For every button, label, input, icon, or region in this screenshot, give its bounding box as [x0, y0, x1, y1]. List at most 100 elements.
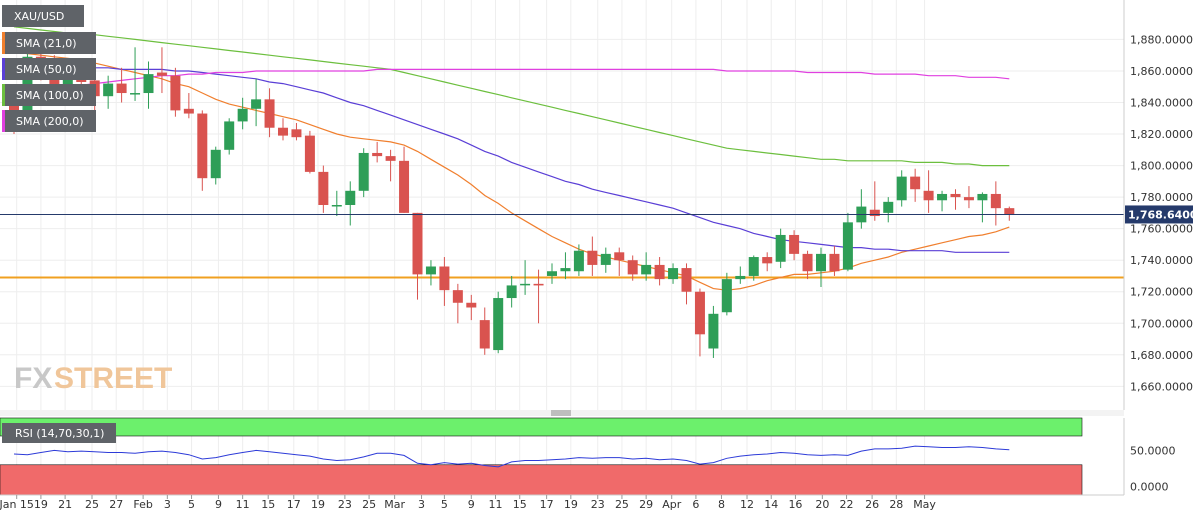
candle-body: [547, 271, 557, 276]
candle-body: [479, 320, 490, 349]
legend-item-label: SMA (200,0): [16, 115, 84, 128]
candle: [385, 149, 396, 182]
candle: [775, 228, 786, 269]
candle-body: [802, 253, 813, 272]
price-tick-label: 1,740.0000: [1130, 254, 1193, 267]
candle: [372, 141, 383, 163]
candle-body: [735, 275, 746, 280]
last-price-label: 1,768.6400: [1128, 208, 1194, 221]
candle: [748, 255, 759, 281]
legend-item-label: SMA (100,0): [16, 89, 84, 102]
candle: [425, 260, 436, 286]
candle: [694, 288, 705, 357]
candle: [358, 148, 369, 198]
time-axis: Jan 15 19 21 25 27 Feb 3 5 9 11 15 17 19 23 25 Mar 3 5 9 11…: [0, 494, 1124, 511]
symbol-box[interactable]: [2, 5, 84, 27]
price-grid: [0, 0, 1124, 410]
candle: [520, 260, 531, 295]
candle: [452, 283, 463, 324]
time-tick-label: 3: [418, 498, 425, 511]
time-tick-label: 28: [889, 498, 903, 511]
candle: [130, 47, 141, 101]
legend-color-swatch: [2, 84, 5, 106]
symbol-label: XAU/USD: [14, 10, 64, 23]
candle-body: [49, 74, 60, 89]
candle-body: [668, 268, 679, 280]
candle-body: [842, 222, 853, 270]
candle-body: [197, 113, 208, 179]
candle-body: [130, 93, 141, 95]
candle: [762, 252, 773, 272]
price-tick-label: 1,780.0000: [1130, 191, 1193, 204]
legend-item-box[interactable]: [2, 58, 96, 80]
legend-item-box[interactable]: [2, 84, 96, 106]
rsi-tick-label: 50.0000: [1130, 444, 1176, 457]
rsi-label-box[interactable]: [2, 423, 116, 443]
candle-body: [654, 264, 665, 280]
rsi-tick-label: 0.0000: [1130, 480, 1169, 493]
time-tick-label: Apr: [662, 498, 682, 511]
candle-body: [708, 313, 719, 349]
candle-body: [614, 252, 625, 261]
rsi-label: RSI (14,70,30,1): [15, 427, 104, 440]
candle: [937, 190, 948, 212]
candle: [641, 252, 652, 281]
candle: [963, 186, 974, 209]
candle-body: [694, 291, 705, 335]
candle-body: [775, 234, 786, 262]
candle: [883, 197, 894, 223]
candle: [183, 93, 194, 119]
candle-body: [977, 193, 988, 201]
time-tick-label: 19: [34, 498, 48, 511]
chart-legend: XAU/USD SMA (21,0) SMA (50,0) SMA (100,0) S…: [2, 5, 96, 132]
candle: [143, 61, 154, 109]
candle-body: [143, 74, 154, 94]
candle-body: [789, 234, 800, 254]
candle-body: [210, 149, 221, 179]
time-tick-label: 20: [815, 498, 829, 511]
candle: [977, 192, 988, 223]
candle-body: [439, 266, 450, 291]
candle-body: [358, 152, 369, 191]
candle-body: [291, 129, 302, 138]
candle-body: [278, 127, 288, 136]
resize-handle-icon[interactable]: [551, 410, 571, 416]
candle: [399, 146, 410, 213]
watermark-street: STREET: [54, 362, 172, 395]
time-tick-label: 26: [865, 498, 879, 511]
time-tick-label: 25: [615, 498, 629, 511]
time-tick-label: 5: [188, 498, 195, 511]
candle-body: [721, 279, 732, 313]
candle-body: [76, 78, 87, 82]
price-tick-label: 1,760.0000: [1130, 223, 1193, 236]
candle-body: [425, 266, 436, 275]
legend-item-box[interactable]: [2, 32, 96, 54]
candle-body: [264, 99, 275, 128]
candle-body: [493, 298, 504, 351]
candle: [210, 146, 221, 185]
candle: [237, 97, 248, 130]
legend-item-box[interactable]: [2, 110, 96, 132]
candle: [829, 246, 840, 276]
candle: [560, 252, 571, 280]
candle-body: [385, 156, 396, 161]
candle: [304, 130, 315, 174]
candle: [654, 257, 665, 286]
time-tick-label: 19: [564, 498, 578, 511]
legend-color-swatch: [2, 58, 5, 80]
time-tick-label: 5: [441, 498, 448, 511]
time-tick-label: 17: [540, 498, 554, 511]
candle-body: [237, 108, 248, 122]
candle-body: [506, 285, 517, 299]
time-tick-label: 16: [788, 498, 802, 511]
time-tick-label: 27: [109, 498, 123, 511]
fxstreet-watermark: FX STREET: [14, 362, 172, 395]
candle-body: [170, 75, 181, 111]
time-tick-label: 21: [58, 498, 72, 511]
time-tick-label: 8: [718, 498, 725, 511]
candle-body: [520, 283, 531, 286]
candle: [264, 88, 275, 138]
price-tick-label: 1,720.0000: [1130, 286, 1193, 299]
candle-body: [412, 212, 423, 275]
candle: [668, 263, 679, 284]
